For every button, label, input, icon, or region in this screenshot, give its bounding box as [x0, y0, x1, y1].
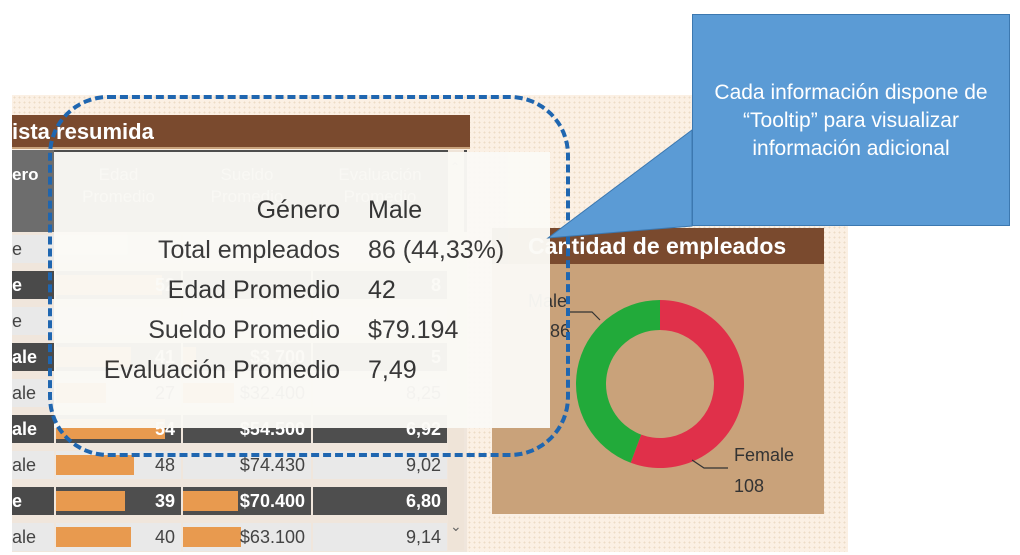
donut-slice-male[interactable]	[576, 300, 660, 463]
gender-cell-value: ale	[12, 383, 37, 403]
gender-cell: e	[12, 271, 54, 299]
tooltip-value: Male	[368, 196, 423, 224]
tooltip-value: 7,49	[368, 356, 417, 384]
tooltip-key: Edad Promedio	[167, 276, 340, 304]
evaluation-cell-value: 9,02	[405, 455, 441, 475]
salary-cell: $63.100	[183, 523, 311, 551]
gender-cell: ale	[12, 451, 54, 479]
gender-cell-value: e	[12, 239, 23, 259]
highlight-dashed-outline	[48, 95, 570, 457]
gender-cell: ale	[12, 343, 54, 371]
tooltip-value: 86 (44,33%)	[368, 236, 505, 264]
female-leader-line	[691, 459, 728, 469]
salary-cell-value: $70.400	[239, 491, 305, 511]
gender-cell-value: ale	[12, 455, 37, 475]
tooltip-key: Sueldo Promedio	[148, 316, 340, 344]
header-gender[interactable]: ero	[12, 165, 39, 184]
tooltip-key: Género	[256, 196, 340, 224]
age-cell-value: 40	[154, 527, 175, 547]
value-bar	[56, 455, 134, 475]
evaluation-cell: 9,14	[313, 523, 447, 551]
gender-cell: ale	[12, 379, 54, 407]
tooltip-row-salary: Sueldo Promedio $79.194	[54, 310, 550, 350]
value-bar	[183, 491, 239, 511]
age-cell: 39	[56, 487, 181, 515]
salary-cell-value: $74.430	[239, 455, 305, 475]
value-bar	[183, 527, 241, 547]
gender-cell-value: ale	[12, 347, 38, 367]
tooltip-value: 42	[368, 276, 396, 304]
salary-cell-value: $63.100	[239, 527, 305, 547]
tooltip-row-age: Edad Promedio 42	[54, 270, 550, 310]
gender-cell-value: e	[12, 275, 23, 295]
table-row[interactable]: e 39 $70.400 6,80	[12, 484, 447, 519]
gender-header-cell[interactable]	[12, 150, 54, 232]
gender-cell: ale	[12, 523, 54, 551]
female-label: Female	[734, 445, 795, 465]
value-bar	[56, 491, 125, 511]
donut-slice-female[interactable]	[630, 300, 744, 468]
gender-cell-value: e	[12, 491, 23, 511]
tooltip-value: $79.194	[368, 316, 459, 344]
gender-cell-value: ale	[12, 419, 38, 439]
evaluation-cell-value: 6,80	[405, 491, 441, 511]
gender-cell: e	[12, 307, 54, 335]
tooltip-key: Total empleados	[157, 236, 340, 264]
tooltip: Género Male Total empleados 86 (44,33%) …	[54, 152, 550, 428]
age-cell-value: 48	[154, 455, 175, 475]
filter-icon[interactable]: ⟟	[643, 196, 669, 220]
tooltip-row-total: Total empleados 86 (44,33%)	[54, 230, 550, 270]
callout-box: Cada información dispone de “Tooltip” pa…	[692, 14, 1010, 226]
gender-cell-value: ale	[12, 527, 37, 547]
tooltip-row-gender: Género Male	[54, 190, 550, 230]
gender-cell: e	[12, 235, 54, 263]
scroll-down-icon[interactable]: ⌄	[450, 518, 462, 534]
salary-cell: $70.400	[183, 487, 311, 515]
male-leader-line	[570, 311, 601, 321]
tooltip-key: Evaluación Promedio	[103, 356, 340, 384]
age-cell: 40	[56, 523, 181, 551]
callout-text: Cada información dispone de “Tooltip” pa…	[714, 81, 988, 160]
donut-chart-svg	[570, 300, 744, 469]
age-cell-value: 39	[154, 491, 175, 511]
male-count: 86	[550, 321, 571, 341]
value-bar	[56, 527, 131, 547]
evaluation-cell-value: 9,14	[405, 527, 441, 547]
female-count: 108	[734, 476, 765, 496]
evaluation-cell: 6,80	[313, 487, 447, 515]
gender-cell-value: e	[12, 311, 23, 331]
gender-cell: ale	[12, 415, 54, 443]
tooltip-row-evaluation: Evaluación Promedio 7,49	[54, 350, 550, 390]
gender-cell: e	[12, 487, 54, 515]
table-row[interactable]: ale 40 $63.100 9,14	[12, 520, 447, 555]
